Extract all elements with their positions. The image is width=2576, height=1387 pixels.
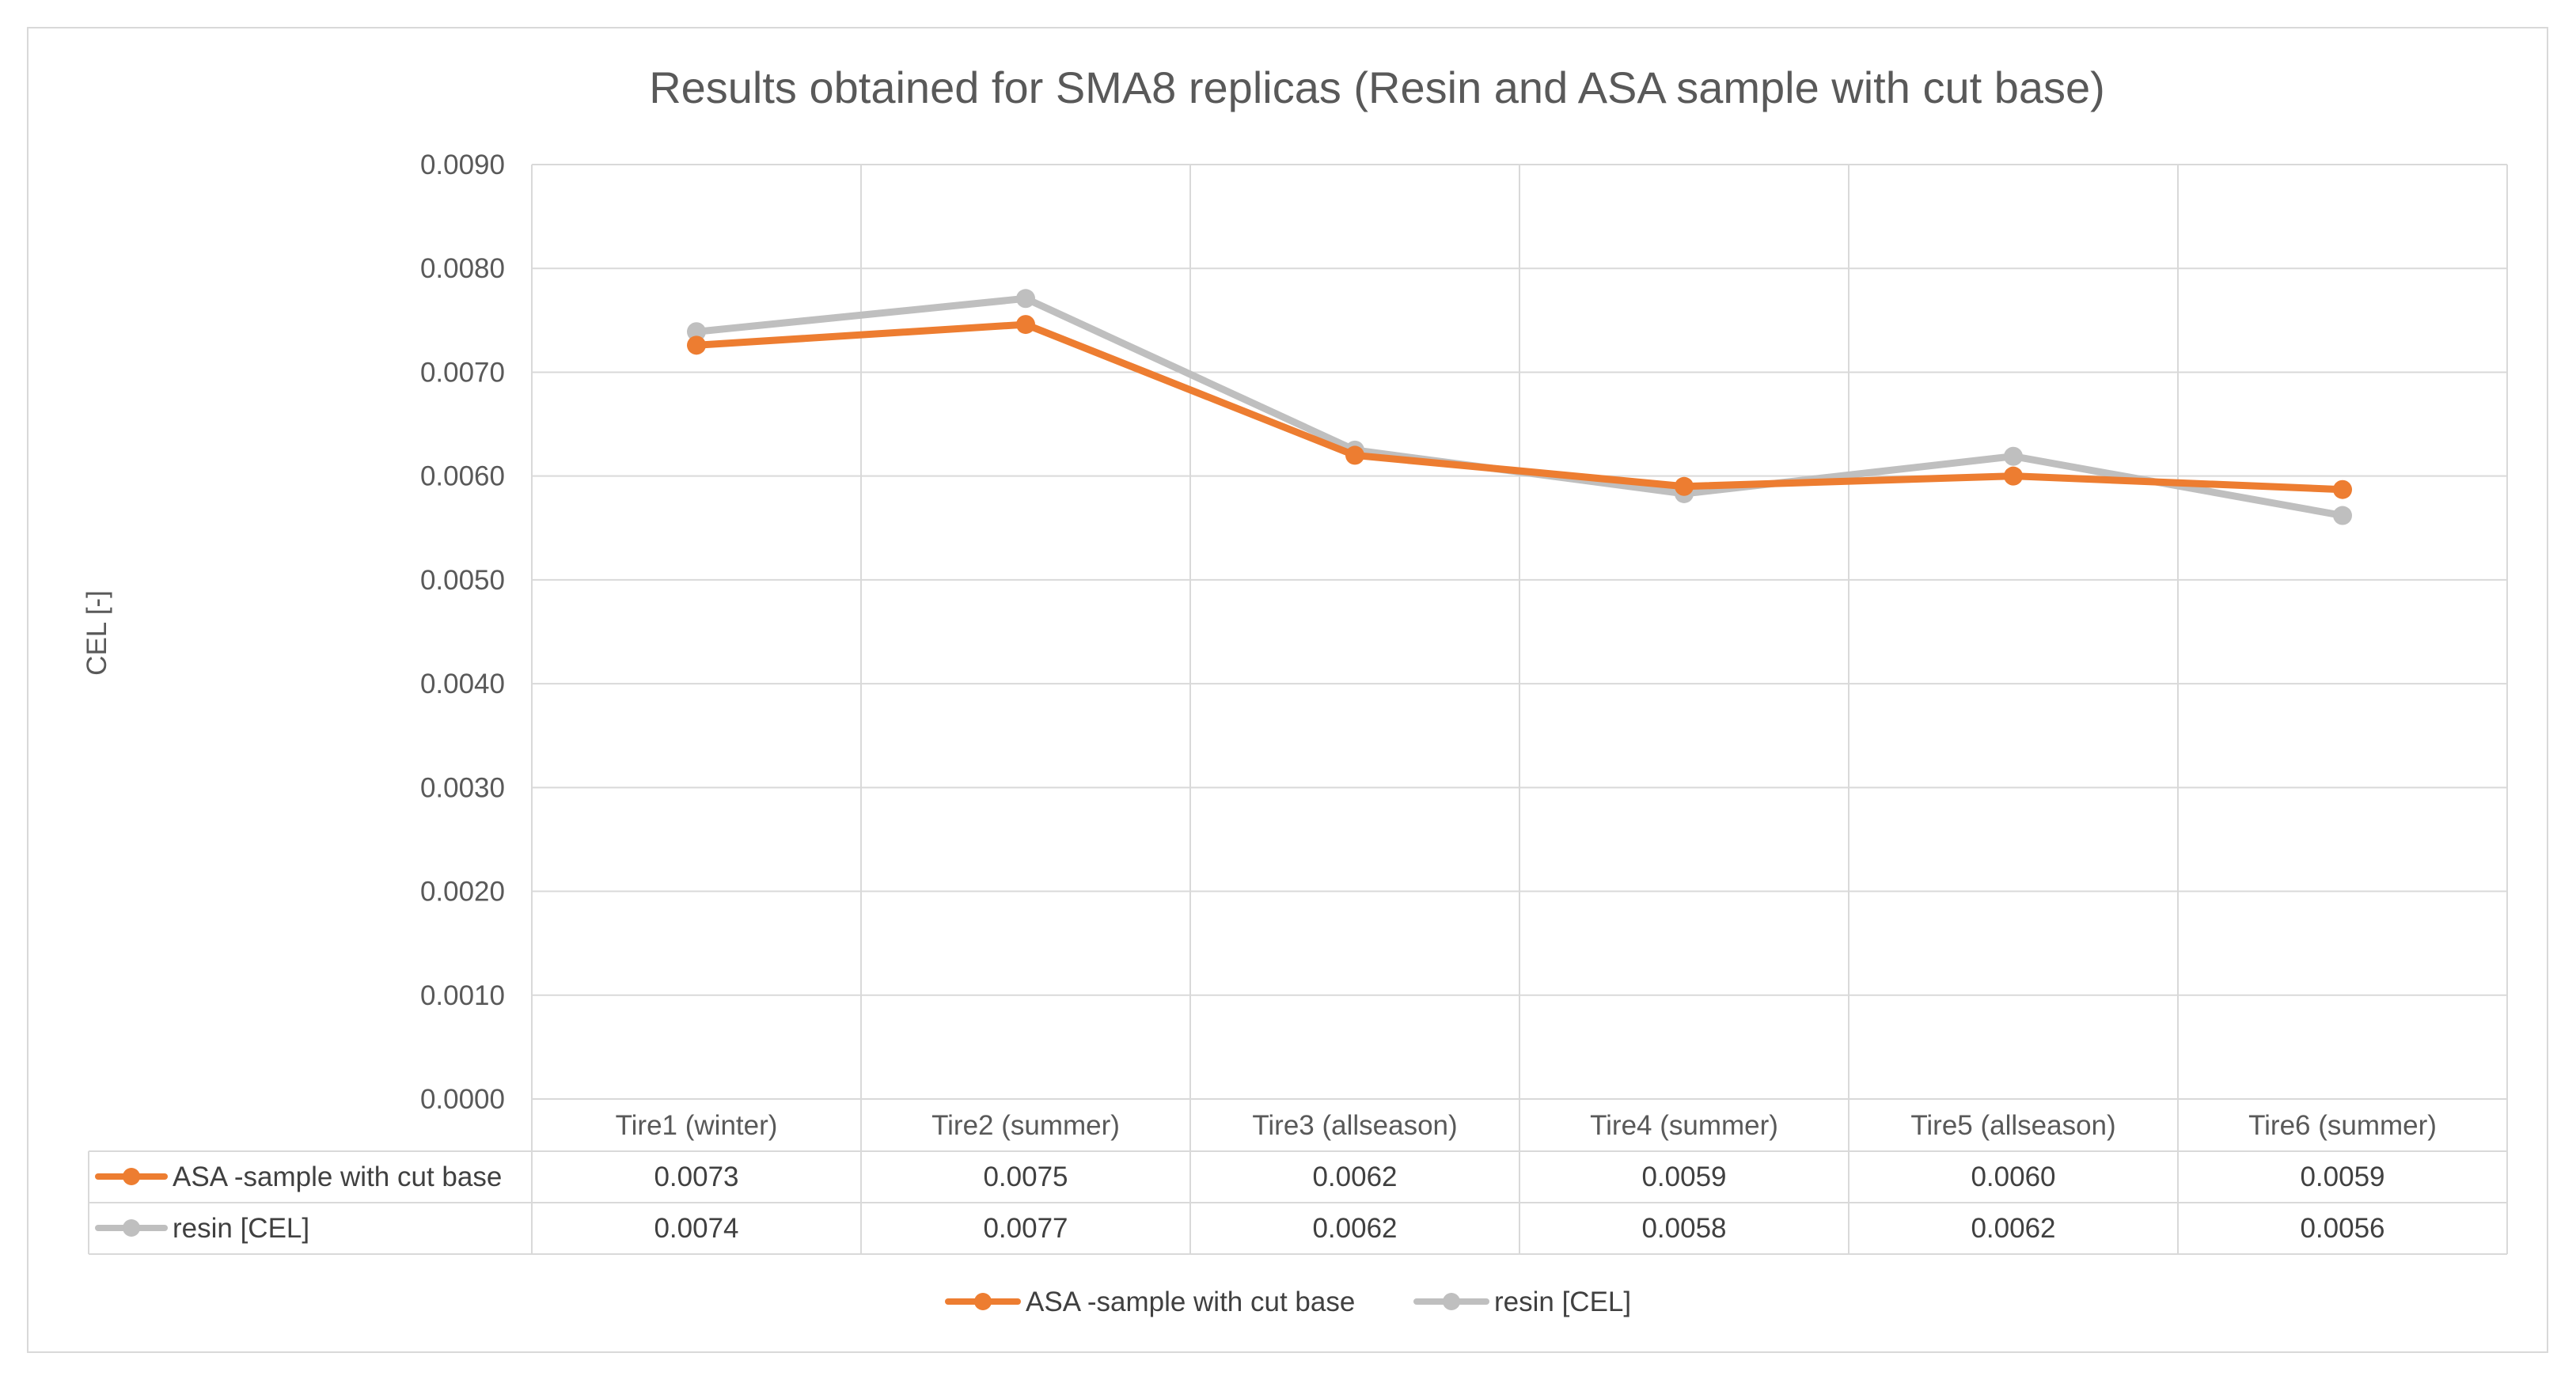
legend-entry-label: resin [CEL] [1494, 1287, 1631, 1317]
x-category-label: Tire4 (summer) [1590, 1110, 1778, 1141]
table-cell-value: 0.0062 [1312, 1213, 1397, 1244]
data-point [1016, 289, 1035, 309]
chart-frame [27, 27, 2548, 1353]
x-category-label: Tire3 (allseason) [1252, 1110, 1457, 1141]
table-series-name: resin [CEL] [173, 1213, 309, 1244]
table-cell-value: 0.0059 [1641, 1162, 1726, 1192]
y-tick-label: 0.0000 [420, 1084, 505, 1115]
data-point [1016, 315, 1035, 335]
series-line [692, 320, 2346, 494]
legend-key-marker [974, 1293, 992, 1310]
y-tick-label: 0.0050 [420, 565, 505, 596]
table-series-name: ASA -sample with cut base [173, 1162, 502, 1192]
x-category-label: Tire5 (allseason) [1910, 1110, 2115, 1141]
y-tick-labels: 0.0000 0.0010 0.0020 0.0030 0.0040 0.0050 0.00… [420, 150, 505, 1115]
y-tick-label: 0.0090 [420, 150, 505, 180]
series-lines [687, 289, 2352, 525]
data-point [687, 335, 706, 355]
y-tick-label: 0.0030 [420, 772, 505, 803]
table-legend-key-marker [123, 1219, 140, 1237]
data-point [1675, 476, 1694, 496]
y-tick-label: 0.0010 [420, 980, 505, 1011]
x-category-label: Tire6 (summer) [2248, 1110, 2437, 1141]
table-legend-key-marker [123, 1168, 140, 1185]
table-cell-value: 0.0058 [1641, 1213, 1726, 1244]
data-point [687, 322, 706, 342]
data-point [1345, 445, 1364, 465]
x-category-label: Tire2 (summer) [931, 1110, 1120, 1141]
data-table: Tire1 (winter) Tire2 (summer) Tire3 (allse… [88, 1110, 2507, 1255]
table-cell-value: 0.0059 [2300, 1162, 2384, 1192]
table-cell-value: 0.0062 [1312, 1162, 1397, 1192]
table-cell-value: 0.0056 [2300, 1213, 2384, 1244]
table-cell-value: 0.0062 [1971, 1213, 2055, 1244]
y-tick-label: 0.0070 [420, 357, 505, 388]
legend: ASA -sample with cut base resin [CEL] [945, 1287, 1631, 1317]
legend-entry-label: ASA -sample with cut base [1026, 1287, 1355, 1317]
data-point [2004, 446, 2023, 466]
table-cell-value: 0.0074 [654, 1213, 738, 1244]
data-point [2004, 466, 2023, 486]
y-tick-label: 0.0060 [420, 461, 505, 492]
y-tick-label: 0.0040 [420, 669, 505, 699]
table-cell-value: 0.0073 [654, 1162, 738, 1192]
table-cell-value: 0.0060 [1971, 1162, 2055, 1192]
y-tick-label: 0.0080 [420, 253, 505, 284]
x-category-label: Tire1 (winter) [616, 1110, 778, 1141]
data-point [2333, 506, 2352, 525]
legend-key-marker [1443, 1293, 1460, 1310]
y-tick-label: 0.0020 [420, 877, 505, 908]
gridlines [531, 164, 2508, 1254]
chart-title: Results obtained for SMA8 replicas (Resi… [649, 63, 2105, 112]
table-cell-value: 0.0077 [983, 1213, 1068, 1244]
y-axis-label: CEL [-] [82, 590, 112, 676]
table-cell-value: 0.0075 [983, 1162, 1068, 1192]
data-point [2333, 479, 2352, 499]
